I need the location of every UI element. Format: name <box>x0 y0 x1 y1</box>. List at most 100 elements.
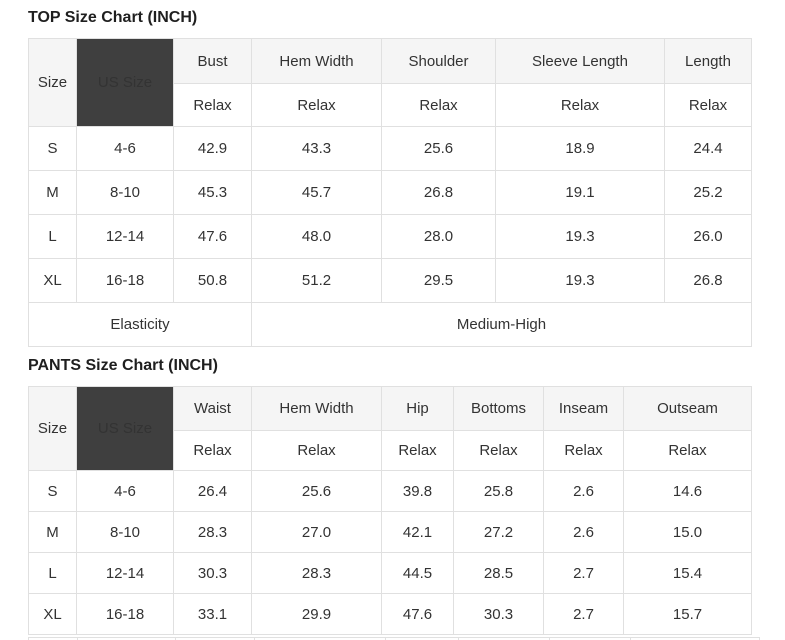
measurement-cell: 27.0 <box>251 511 382 553</box>
measure-column-header: Outseam <box>623 386 752 431</box>
header-row: Size US Size Waist Hem Width Hip Bottoms Insea… <box>28 386 752 471</box>
elasticity-label-cell: Elasticity <box>28 302 252 347</box>
fit-type-cell: Relax <box>251 430 382 471</box>
measurement-cell: 44.5 <box>381 552 454 594</box>
measurement-cell: 27.2 <box>453 511 544 553</box>
measurement-cell: 25.8 <box>453 470 544 512</box>
us-size-cell: 4-6 <box>76 126 174 171</box>
measure-column-header: Inseam <box>543 386 624 431</box>
measurement-cell: 28.5 <box>453 552 544 594</box>
fit-type-cell: Relax <box>251 83 382 127</box>
us-size-cell: 4-6 <box>76 470 174 512</box>
next-row-cell <box>176 637 255 640</box>
measurement-cell: 29.9 <box>251 593 382 635</box>
next-row-cell <box>631 637 760 640</box>
elasticity-value-cell: Medium-High <box>251 302 752 347</box>
measurement-cell: 26.8 <box>664 258 752 303</box>
measure-column-header: Hem Width <box>251 38 382 84</box>
table-row: S 4-6 42.9 43.3 25.6 18.9 24.4 <box>28 126 752 171</box>
measurement-cell: 19.1 <box>495 170 665 215</box>
measure-column-header: Length <box>664 38 752 84</box>
measure-column-header: Bust <box>173 38 252 84</box>
measurement-cell: 25.6 <box>251 470 382 512</box>
partially-visible-next-row <box>28 637 785 640</box>
header-row: Size US Size Bust Hem Width Shoulder Sleeve L… <box>28 38 752 127</box>
table-row: S 4-6 26.4 25.6 39.8 25.8 2.6 14.6 <box>28 470 752 512</box>
measurement-cell: 2.6 <box>543 470 624 512</box>
us-size-cell: 12-14 <box>76 214 174 259</box>
size-column-header: Size <box>28 38 77 127</box>
us-size-cell: 8-10 <box>76 511 174 553</box>
fit-type-row: Relax Relax Relax Relax Relax <box>29 83 752 127</box>
next-row-cell <box>550 637 631 640</box>
measurement-cell: 25.2 <box>664 170 752 215</box>
measurement-cell: 30.3 <box>453 593 544 635</box>
fit-type-cell: Relax <box>623 430 752 471</box>
measurement-cell: 15.7 <box>623 593 752 635</box>
table-row: M 8-10 45.3 45.7 26.8 19.1 25.2 <box>28 170 752 215</box>
fit-type-cell: Relax <box>173 430 252 471</box>
measurement-cell: 45.7 <box>251 170 382 215</box>
us-size-cell: 16-18 <box>76 593 174 635</box>
table-row: L 12-14 47.6 48.0 28.0 19.3 26.0 <box>28 214 752 259</box>
measurement-cell: 42.9 <box>173 126 252 171</box>
next-row-cell <box>255 637 386 640</box>
size-cell: M <box>28 170 77 215</box>
measurement-cell: 45.3 <box>173 170 252 215</box>
table-row: XL 16-18 50.8 51.2 29.5 19.3 26.8 <box>28 258 752 303</box>
size-cell: L <box>28 552 77 594</box>
measurement-cell: 19.3 <box>495 214 665 259</box>
measurement-cell: 28.3 <box>251 552 382 594</box>
measurement-cell: 26.8 <box>381 170 496 215</box>
size-cell: L <box>28 214 77 259</box>
measurement-cell: 29.5 <box>381 258 496 303</box>
measurement-cell: 33.1 <box>173 593 252 635</box>
measurement-cell: 25.6 <box>381 126 496 171</box>
measure-column-header: Hip <box>381 386 454 431</box>
size-cell: M <box>28 511 77 553</box>
top-chart-title: TOP Size Chart (INCH) <box>28 9 198 26</box>
measure-column-header: Sleeve Length <box>495 38 665 84</box>
fit-type-cell: Relax <box>453 430 544 471</box>
measurement-cell: 28.3 <box>173 511 252 553</box>
table-row: M 8-10 28.3 27.0 42.1 27.2 2.6 15.0 <box>28 511 752 553</box>
measurement-cell: 2.7 <box>543 552 624 594</box>
pants-chart-title: PANTS Size Chart (INCH) <box>28 357 218 374</box>
measurement-cell: 42.1 <box>381 511 454 553</box>
measurement-cell: 47.6 <box>381 593 454 635</box>
next-row-size-cell <box>28 637 78 640</box>
size-cell: S <box>28 470 77 512</box>
measurement-cell: 18.9 <box>495 126 665 171</box>
measure-column-header: Shoulder <box>381 38 496 84</box>
measurement-cell: 43.3 <box>251 126 382 171</box>
fit-type-cell: Relax <box>495 83 665 127</box>
measurement-cell: 26.4 <box>173 470 252 512</box>
measurement-cell: 30.3 <box>173 552 252 594</box>
us-size-cell: 12-14 <box>76 552 174 594</box>
size-cell: S <box>28 126 77 171</box>
measurement-cell: 19.3 <box>495 258 665 303</box>
next-row-cell <box>386 637 459 640</box>
pants-size-chart-table: Size US Size Waist Hem Width Hip Bottoms Insea… <box>28 386 785 635</box>
measurement-cell: 26.0 <box>664 214 752 259</box>
size-cell: XL <box>28 593 77 635</box>
measurement-cell: 2.7 <box>543 593 624 635</box>
measurement-cell: 2.6 <box>543 511 624 553</box>
measurement-cell: 48.0 <box>251 214 382 259</box>
top-size-chart-table: Size US Size Bust Hem Width Shoulder Sleeve L… <box>28 38 785 347</box>
us-size-column-header: US Size <box>76 386 174 471</box>
measurement-cell: 50.8 <box>173 258 252 303</box>
us-size-cell: 16-18 <box>76 258 174 303</box>
us-size-column-header: US Size <box>76 38 174 127</box>
measurement-cell: 15.4 <box>623 552 752 594</box>
next-row-us-size-dark-cell <box>78 637 176 640</box>
measurement-cell: 51.2 <box>251 258 382 303</box>
size-column-header: Size <box>28 386 77 471</box>
size-cell: XL <box>28 258 77 303</box>
top-chart-table: Size US Size Bust Hem Width Shoulder Sleeve L… <box>28 38 752 347</box>
fit-type-cell: Relax <box>543 430 624 471</box>
fit-type-cell: Relax <box>381 430 454 471</box>
next-row-cell <box>459 637 550 640</box>
measurement-cell: 28.0 <box>381 214 496 259</box>
